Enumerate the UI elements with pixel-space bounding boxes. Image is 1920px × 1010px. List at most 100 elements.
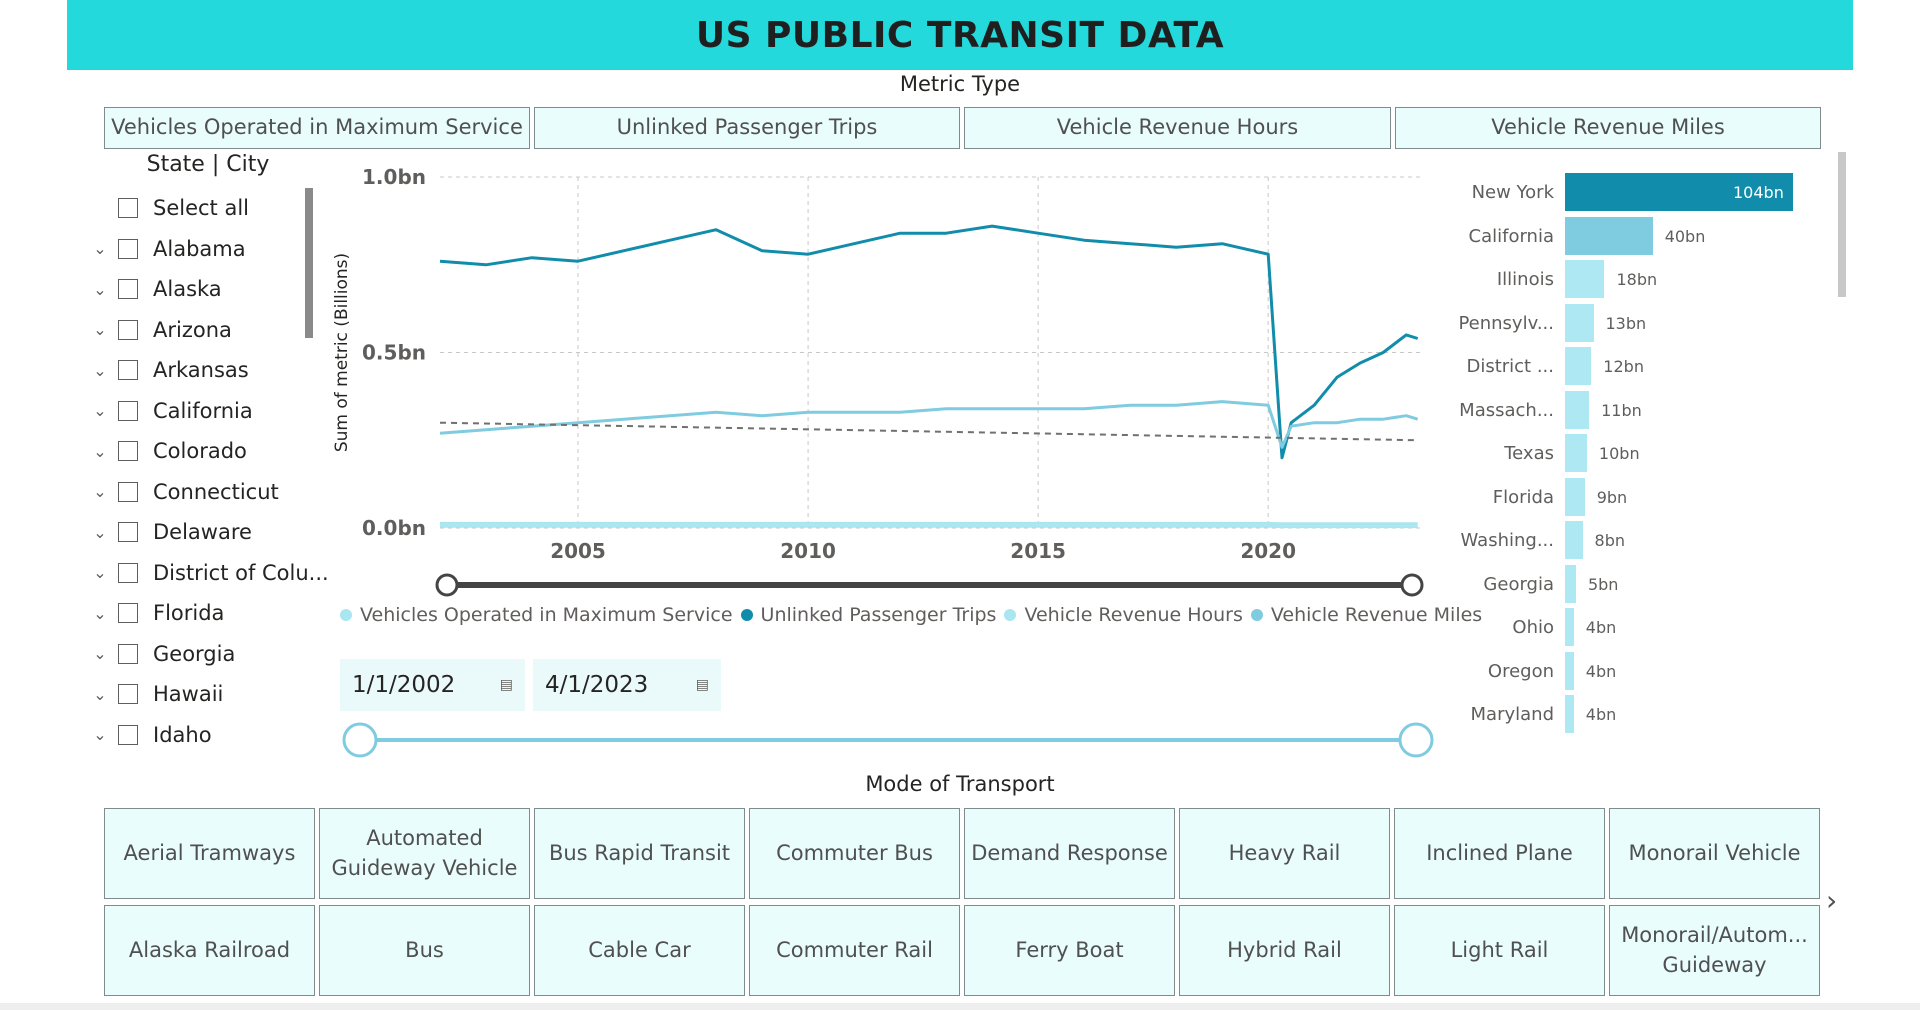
- state-item[interactable]: ⌄ Georgia: [88, 639, 235, 669]
- legend-item[interactable]: Unlinked Passenger Trips: [740, 604, 996, 626]
- chevron-down-icon[interactable]: ⌄: [93, 725, 107, 744]
- bar-value-label: 5bn: [1587, 574, 1619, 594]
- mode-button[interactable]: Commuter Bus: [749, 808, 960, 899]
- checkbox[interactable]: [118, 441, 138, 461]
- chevron-down-icon[interactable]: ⌄: [93, 441, 107, 461]
- legend-item[interactable]: Vehicle Revenue Miles: [1250, 604, 1482, 626]
- metric-unlinked-trips-button[interactable]: Unlinked Passenger Trips: [534, 107, 960, 149]
- checkbox[interactable]: [118, 481, 138, 502]
- metric-revenue-hours-button[interactable]: Vehicle Revenue Hours: [964, 107, 1391, 149]
- mode-button[interactable]: Heavy Rail: [1179, 808, 1390, 899]
- mode-button[interactable]: Aerial Tramways: [104, 808, 315, 899]
- mode-button[interactable]: Inclined Plane: [1394, 808, 1605, 899]
- checkbox[interactable]: [118, 724, 138, 745]
- bar-category-label: California: [1468, 225, 1554, 247]
- checkbox[interactable]: [118, 522, 138, 542]
- checkbox[interactable]: [118, 562, 138, 583]
- mode-button[interactable]: Ferry Boat: [964, 905, 1175, 996]
- bar[interactable]: [1565, 434, 1587, 472]
- calendar-icon[interactable]: ▤: [499, 677, 513, 693]
- start-date-input[interactable]: 1/1/2002 ▤: [340, 659, 525, 711]
- chevron-down-icon[interactable]: ⌄: [93, 239, 107, 258]
- checkbox[interactable]: [118, 684, 138, 704]
- chevron-down-icon[interactable]: ⌄: [93, 644, 107, 663]
- chevron-down-icon[interactable]: ⌄: [93, 563, 107, 582]
- mode-button[interactable]: Commuter Rail: [749, 905, 960, 996]
- bar[interactable]: [1565, 347, 1592, 385]
- legend-item[interactable]: Vehicles Operated in Maximum Service: [340, 604, 733, 626]
- chevron-down-icon[interactable]: ⌄: [93, 320, 107, 339]
- bar[interactable]: [1565, 260, 1605, 298]
- chevron-down-icon[interactable]: ⌄: [93, 360, 107, 380]
- select-all-item[interactable]: Select all: [88, 193, 249, 223]
- bar-value-label: 4bn: [1585, 661, 1617, 681]
- checkbox[interactable]: [118, 400, 138, 421]
- mode-button[interactable]: Monorail/Autom... Guideway: [1609, 905, 1820, 996]
- bar[interactable]: [1565, 173, 1793, 211]
- chevron-right-icon[interactable]: ›: [1826, 884, 1838, 917]
- bar[interactable]: [1565, 477, 1585, 516]
- legend-label: Vehicle Revenue Hours: [1024, 604, 1243, 626]
- state-item[interactable]: ⌄ Florida: [88, 598, 224, 628]
- mode-button[interactable]: Hybrid Rail: [1179, 905, 1390, 996]
- checkbox[interactable]: [118, 279, 138, 299]
- bar[interactable]: [1565, 390, 1590, 429]
- bar[interactable]: [1565, 521, 1583, 559]
- x-range-end-handle[interactable]: [1400, 573, 1424, 597]
- state-item[interactable]: ⌄ Alaska: [88, 274, 221, 304]
- mode-button[interactable]: Monorail Vehicle: [1609, 808, 1820, 899]
- chevron-down-icon[interactable]: ⌄: [93, 603, 107, 623]
- checkbox[interactable]: [118, 643, 138, 664]
- bar[interactable]: [1565, 303, 1594, 342]
- state-item[interactable]: ⌄ Arkansas: [88, 355, 248, 385]
- checkbox[interactable]: [118, 238, 138, 259]
- checkbox[interactable]: [118, 360, 138, 380]
- bar[interactable]: [1565, 608, 1574, 646]
- checkbox[interactable]: [118, 198, 138, 218]
- chevron-down-icon[interactable]: ⌄: [93, 401, 107, 420]
- mode-button[interactable]: Light Rail: [1394, 905, 1605, 996]
- date-range-slider[interactable]: [340, 722, 1440, 758]
- mode-button[interactable]: Cable Car: [534, 905, 745, 996]
- state-item[interactable]: ⌄ Arizona: [88, 315, 232, 345]
- mode-button[interactable]: Bus: [319, 905, 530, 996]
- date-slider-end-handle[interactable]: [1398, 722, 1434, 758]
- bar-value-label: 12bn: [1603, 357, 1644, 376]
- y-axis-label: Sum of metric (Billions): [332, 253, 352, 452]
- bar-chart-scrollbar[interactable]: [1838, 152, 1846, 297]
- mode-button[interactable]: Automated Guideway Vehicle: [319, 808, 530, 899]
- bar[interactable]: [1565, 216, 1653, 255]
- mode-button[interactable]: Demand Response: [964, 808, 1175, 899]
- legend-item[interactable]: Vehicle Revenue Hours: [1004, 604, 1243, 626]
- state-city-slicer-title: State | City: [146, 152, 270, 177]
- metric-vehicles-operated-button[interactable]: Vehicles Operated in Maximum Service: [104, 107, 530, 149]
- chevron-down-icon[interactable]: ⌄: [93, 522, 107, 542]
- checkbox[interactable]: [118, 603, 138, 623]
- checkbox[interactable]: [118, 319, 138, 340]
- chevron-down-icon[interactable]: ⌄: [93, 279, 107, 299]
- chevron-down-icon[interactable]: ⌄: [93, 684, 107, 704]
- state-item[interactable]: ⌄ Idaho: [88, 720, 211, 750]
- state-item[interactable]: ⌄ Delaware: [88, 517, 252, 547]
- state-item[interactable]: ⌄ California: [88, 396, 252, 426]
- metric-revenue-miles-button[interactable]: Vehicle Revenue Miles: [1395, 107, 1821, 149]
- bar[interactable]: [1565, 651, 1574, 690]
- state-item[interactable]: ⌄ Colorado: [88, 436, 247, 466]
- chevron-down-icon[interactable]: ⌄: [93, 482, 107, 501]
- mode-button[interactable]: Alaska Railroad: [104, 905, 315, 996]
- line-chart: 0.0bn 0.5bn 1.0bn 2005 2010 2015 2020 Sum of me…: [332, 165, 1424, 597]
- state-item[interactable]: ⌄ Alabama: [88, 234, 245, 264]
- bar[interactable]: [1565, 564, 1576, 603]
- state-label: Colorado: [153, 439, 247, 463]
- state-slicer-scrollbar[interactable]: [305, 188, 313, 338]
- state-item[interactable]: ⌄ Connecticut: [88, 477, 278, 507]
- mode-button[interactable]: Bus Rapid Transit: [534, 808, 745, 899]
- date-slider-start-handle[interactable]: [342, 722, 378, 758]
- x-range-start-handle[interactable]: [435, 573, 459, 597]
- state-item[interactable]: ⌄ Hawaii: [88, 679, 223, 709]
- end-date-input[interactable]: 4/1/2023 ▤: [533, 659, 721, 711]
- state-item[interactable]: ⌄ District of Colu...: [88, 558, 328, 588]
- bar[interactable]: [1565, 695, 1574, 733]
- calendar-icon[interactable]: ▤: [695, 677, 709, 693]
- bar-value-label: 8bn: [1594, 531, 1626, 550]
